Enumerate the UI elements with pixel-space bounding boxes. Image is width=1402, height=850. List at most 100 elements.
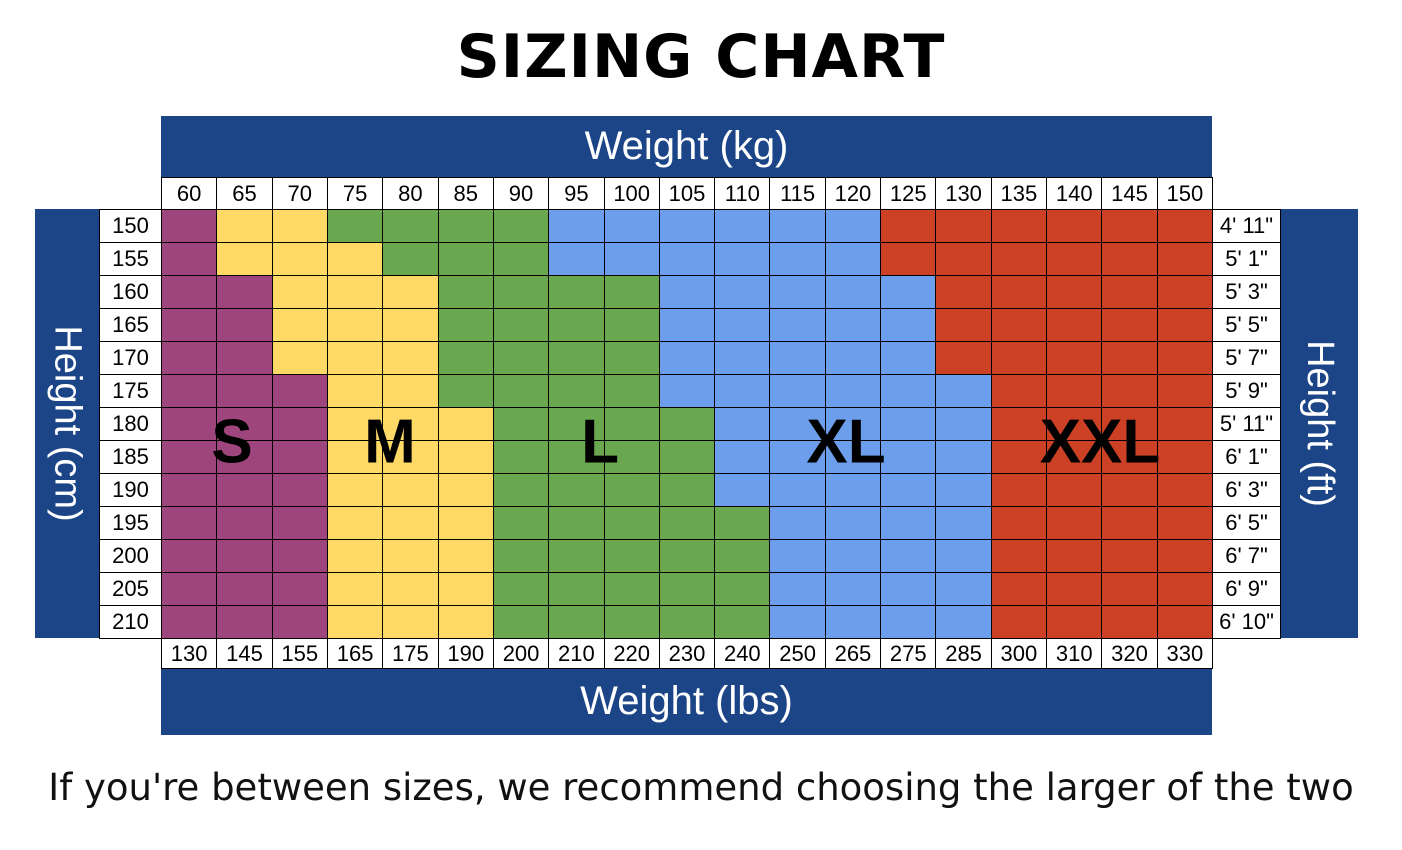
- ft-tick-label: 5' 7": [1212, 341, 1281, 375]
- size-cell-m: [382, 275, 439, 309]
- size-cell-l: [437, 341, 494, 375]
- size-cell-s: [271, 539, 328, 573]
- size-cell-l: [603, 473, 660, 507]
- ft-tick-label: 5' 11": [1212, 407, 1281, 441]
- size-cell-l: [658, 473, 716, 507]
- size-cell-l: [492, 539, 550, 573]
- cm-tick-label: 190: [99, 473, 162, 507]
- size-cell-l: [714, 506, 771, 540]
- size-cell-l: [714, 605, 771, 639]
- size-cell-xxl: [1046, 506, 1103, 540]
- size-cell-xxl: [1046, 572, 1103, 606]
- size-cell-xxl: [1046, 242, 1103, 276]
- size-cell-s: [161, 209, 218, 243]
- size-cell-xxl: [990, 275, 1048, 309]
- size-cell-l: [603, 440, 660, 474]
- size-cell-xxl: [1156, 440, 1213, 474]
- size-cell-xl: [935, 506, 992, 540]
- kg-tick-label: 130: [935, 177, 992, 210]
- cm-tick-label: 180: [99, 407, 162, 441]
- cm-tick-label: 150: [99, 209, 162, 243]
- size-cell-s: [161, 539, 218, 573]
- size-cell-xxl: [1046, 539, 1103, 573]
- size-cell-l: [548, 605, 605, 639]
- size-cell-xl: [714, 308, 771, 342]
- size-cell-m: [326, 275, 384, 309]
- size-cell-m: [437, 605, 494, 639]
- size-cell-xxl: [990, 473, 1048, 507]
- size-cell-m: [326, 506, 384, 540]
- size-cell-l: [603, 308, 660, 342]
- kg-tick-label: 65: [216, 177, 273, 210]
- lbs-tick-label: 240: [714, 638, 771, 669]
- size-cell-xl: [714, 473, 771, 507]
- size-cell-xl: [824, 506, 882, 540]
- lbs-tick-label: 165: [326, 638, 384, 669]
- kg-tick-label: 75: [326, 177, 384, 210]
- size-cell-xl: [880, 539, 937, 573]
- size-cell-xl: [714, 407, 771, 441]
- kg-tick-label: 140: [1046, 177, 1103, 210]
- size-cell-m: [271, 308, 328, 342]
- size-cell-l: [548, 539, 605, 573]
- size-cell-s: [271, 407, 328, 441]
- cm-tick-label: 185: [99, 440, 162, 474]
- size-cell-xl: [714, 374, 771, 408]
- size-cell-m: [382, 473, 439, 507]
- size-cell-xl: [769, 473, 826, 507]
- size-cell-s: [161, 440, 218, 474]
- size-cell-m: [326, 605, 384, 639]
- ft-tick-label: 6' 10": [1212, 605, 1281, 639]
- size-cell-xxl: [1156, 605, 1213, 639]
- size-cell-xl: [935, 440, 992, 474]
- size-cell-xl: [824, 473, 882, 507]
- lbs-tick-label: 300: [990, 638, 1048, 669]
- size-cell-m: [437, 539, 494, 573]
- cm-tick-label: 200: [99, 539, 162, 573]
- size-cell-xl: [880, 374, 937, 408]
- ft-tick-label: 6' 7": [1212, 539, 1281, 573]
- size-cell-xl: [769, 539, 826, 573]
- size-cell-xxl: [990, 341, 1048, 375]
- kg-tick-label: 105: [658, 177, 716, 210]
- size-cell-s: [161, 506, 218, 540]
- size-cell-xxl: [990, 539, 1048, 573]
- size-cell-xl: [769, 275, 826, 309]
- size-cell-m: [382, 308, 439, 342]
- size-cell-xxl: [880, 209, 937, 243]
- size-cell-m: [326, 473, 384, 507]
- cm-tick-label: 160: [99, 275, 162, 309]
- size-cell-m: [326, 242, 384, 276]
- size-cell-xl: [824, 209, 882, 243]
- size-cell-xl: [824, 275, 882, 309]
- size-cell-m: [382, 605, 439, 639]
- kg-tick-label: 125: [880, 177, 937, 210]
- size-cell-xl: [880, 572, 937, 606]
- lbs-tick-label: 130: [161, 638, 218, 669]
- size-cell-xxl: [1046, 440, 1103, 474]
- size-cell-xl: [824, 539, 882, 573]
- size-cell-m: [271, 209, 328, 243]
- kg-tick-label: 100: [603, 177, 660, 210]
- size-cell-m: [437, 440, 494, 474]
- size-cell-l: [603, 506, 660, 540]
- size-cell-s: [161, 341, 218, 375]
- size-cell-m: [382, 539, 439, 573]
- size-cell-l: [437, 308, 494, 342]
- size-cell-l: [548, 275, 605, 309]
- lbs-tick-label: 265: [824, 638, 882, 669]
- size-cell-m: [382, 506, 439, 540]
- size-cell-s: [216, 473, 273, 507]
- size-cell-xl: [880, 341, 937, 375]
- lbs-tick-label: 190: [437, 638, 494, 669]
- size-cell-xl: [714, 440, 771, 474]
- size-cell-xl: [935, 407, 992, 441]
- size-cell-l: [492, 275, 550, 309]
- size-label-xl: XL: [806, 407, 886, 477]
- size-cell-l: [437, 275, 494, 309]
- size-cell-l: [714, 572, 771, 606]
- kg-tick-label: 150: [1156, 177, 1213, 210]
- size-cell-l: [603, 605, 660, 639]
- size-cell-l: [714, 539, 771, 573]
- size-cell-l: [658, 440, 716, 474]
